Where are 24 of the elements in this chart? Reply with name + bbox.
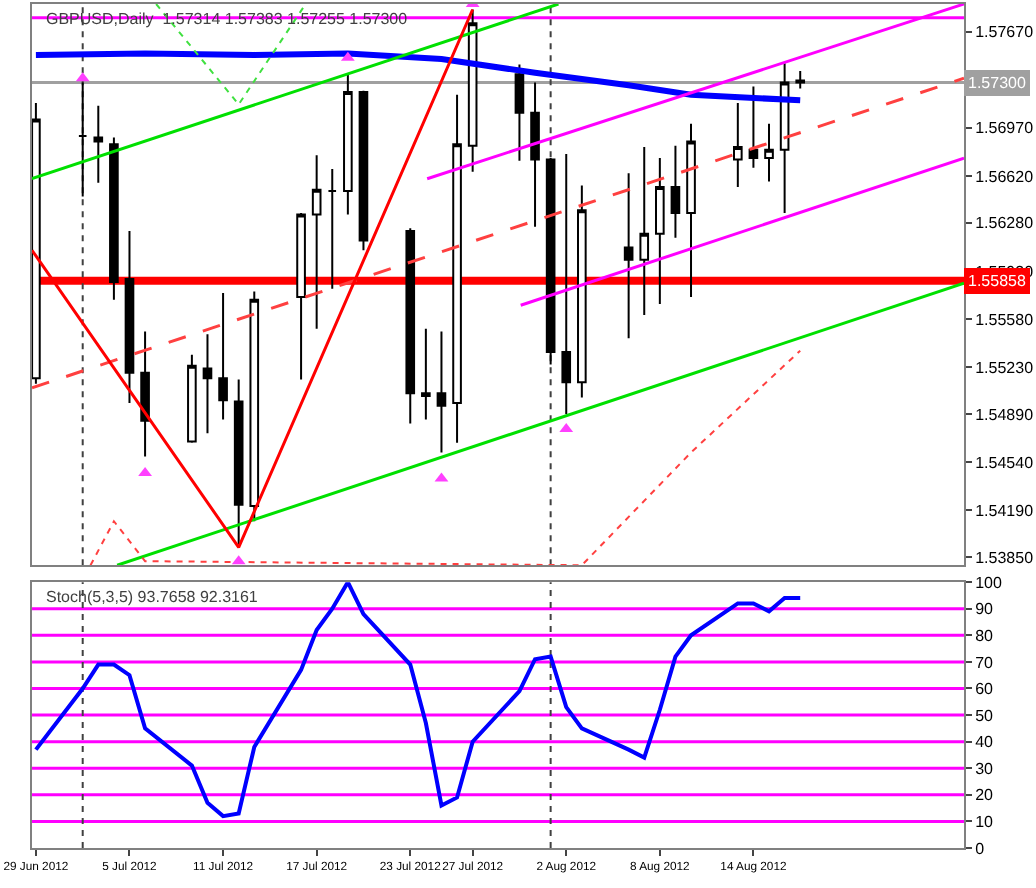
y-tick-label: 60 — [975, 680, 995, 699]
y-tick-label: 1.54540 — [975, 453, 1035, 472]
y-tick-label: 1.54890 — [975, 405, 1035, 424]
y-tick-label: 70 — [975, 653, 995, 672]
y-tick-label: 80 — [975, 626, 995, 645]
chart-title: Stoch(5,3,5) 93.7658 92.3161 — [46, 588, 259, 606]
y-tick-label: 1.54190 — [975, 501, 1035, 520]
y-tick-label: 0 — [975, 839, 986, 858]
y-tick-label: 1.56280 — [975, 214, 1035, 233]
y-tick-label: 10 — [975, 813, 995, 832]
y-tick-label: 90 — [975, 600, 995, 619]
y-tick-label: 1.55230 — [975, 358, 1035, 377]
y-tick-label: 1.56620 — [975, 167, 1035, 186]
ref-line-label: 1.55858 — [968, 272, 1027, 290]
y-tick-label: 100 — [975, 573, 1003, 592]
y-tick-label: 1.57670 — [975, 23, 1035, 42]
y-tick-label: 40 — [975, 733, 995, 752]
y-tick-label: 50 — [975, 706, 995, 725]
y-tick-label: 1.55580 — [975, 310, 1035, 329]
y-tick-label: 30 — [975, 759, 995, 778]
ref-line-label: 1.57300 — [968, 74, 1027, 92]
y-tick-label: 1.56970 — [975, 119, 1035, 138]
y-tick-label: 20 — [975, 786, 995, 805]
y-tick-label: 1.53850 — [975, 548, 1035, 567]
